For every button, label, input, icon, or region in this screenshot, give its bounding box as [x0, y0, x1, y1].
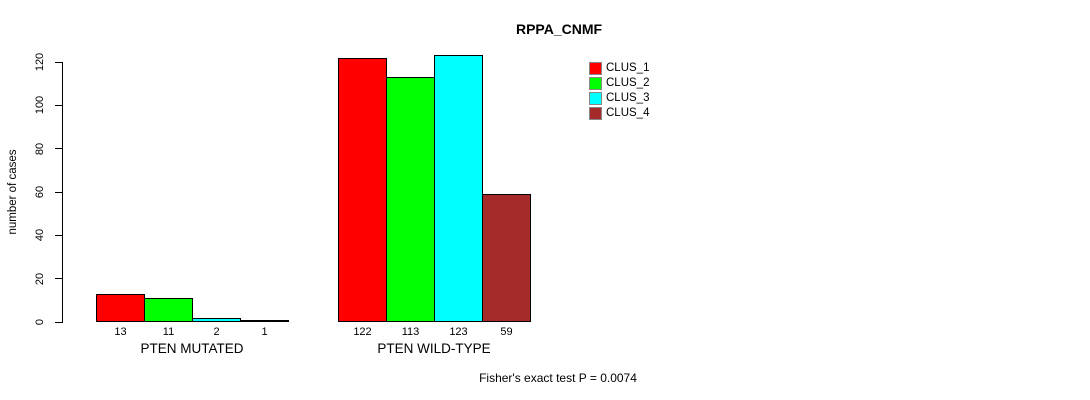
bar-value-label: 113	[401, 326, 420, 338]
legend-label: CLUS_4	[606, 107, 650, 119]
legend-row: CLUS_1	[589, 62, 649, 75]
legend-swatch-clus_2	[589, 77, 602, 90]
y-tick-mark	[55, 61, 63, 63]
y-tick-label: 0	[34, 318, 46, 326]
y-tick-mark	[55, 278, 63, 280]
bar-value-label: 13	[114, 326, 127, 338]
legend-label: CLUS_1	[606, 62, 650, 74]
y-tick-mark	[55, 234, 63, 236]
group-label-2: PTEN WILD-TYPE	[377, 341, 491, 356]
bar-value-label: 123	[449, 326, 468, 338]
y-tick-mark	[55, 191, 63, 193]
y-tick-mark	[55, 321, 63, 323]
legend-row: CLUS_2	[589, 77, 649, 90]
bar-value-label: 1	[261, 326, 268, 338]
bar-clus_3-2	[434, 55, 483, 322]
bar-clus_2-1	[144, 298, 193, 322]
bar-value-label: 59	[500, 326, 513, 338]
legend-label: CLUS_3	[606, 92, 650, 104]
bar-value-label: 11	[162, 326, 175, 338]
bar-clus_2-2	[386, 77, 435, 322]
y-tick-label: 20	[34, 272, 46, 285]
y-tick-label: 80	[34, 142, 46, 155]
bar-value-label: 122	[353, 326, 372, 338]
y-axis-label: number of cases	[7, 149, 19, 235]
bar-clus_3-1	[192, 318, 241, 322]
y-tick-mark	[55, 104, 63, 106]
legend-swatch-clus_3	[589, 92, 602, 105]
chart-title: RPPA_CNMF	[515, 21, 603, 37]
bar-value-label: 2	[213, 326, 220, 338]
y-axis-line	[62, 62, 63, 323]
legend-row: CLUS_3	[589, 92, 649, 105]
bar-clus_4-2	[482, 194, 531, 322]
stat-annotation: Fisher's exact test P = 0.0074	[479, 371, 637, 385]
bar-clus_1-1	[96, 294, 145, 322]
legend: CLUS_1 CLUS_2 CLUS_3 CLUS_4	[589, 62, 649, 122]
y-tick-mark	[55, 148, 63, 150]
bar-clus_1-2	[338, 58, 387, 322]
legend-label: CLUS_2	[606, 77, 650, 89]
y-tick-label: 60	[34, 185, 46, 199]
bar-clus_4-1	[240, 320, 289, 322]
y-tick-label: 40	[34, 229, 46, 242]
y-tick-label: 100	[34, 96, 46, 115]
y-tick-label: 120	[34, 52, 46, 72]
legend-swatch-clus_1	[589, 62, 602, 75]
legend-row: CLUS_4	[589, 107, 649, 120]
group-label-1: PTEN MUTATED	[140, 341, 244, 356]
legend-swatch-clus_4	[589, 107, 602, 120]
